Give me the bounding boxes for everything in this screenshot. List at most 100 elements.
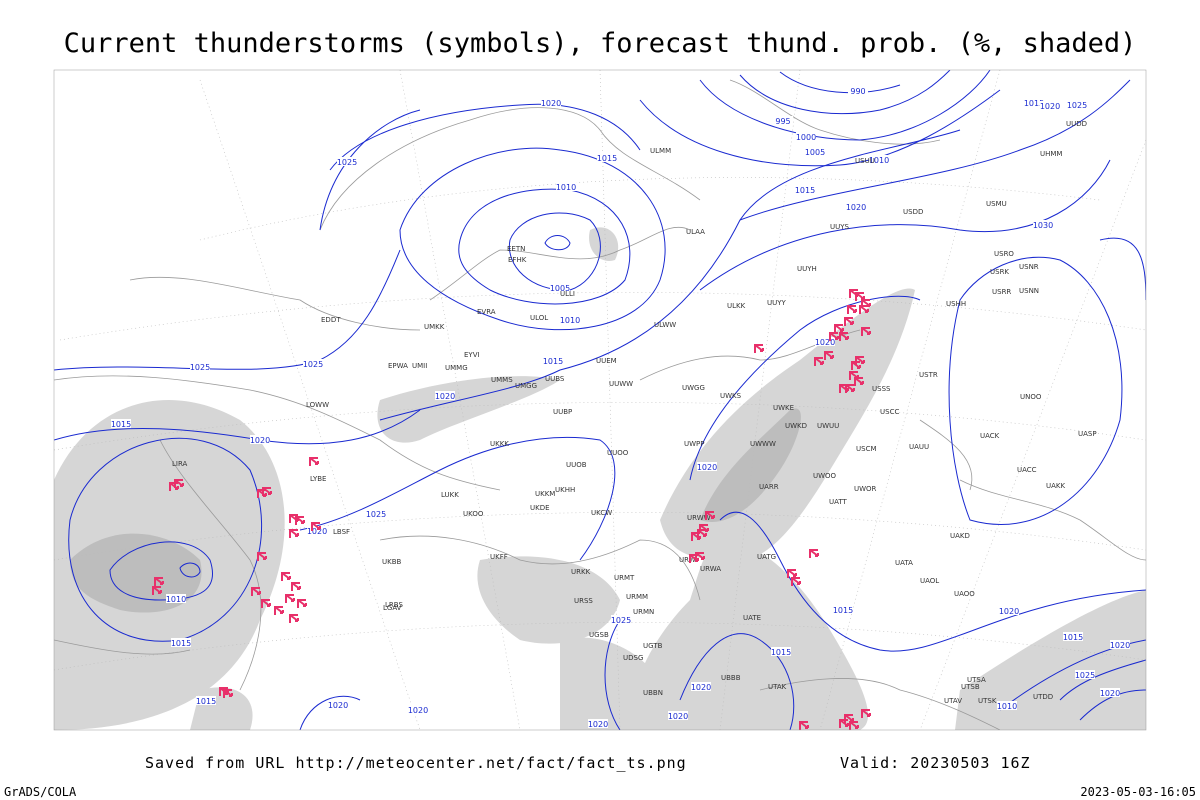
thunderstorm-symbol: [787, 569, 797, 578]
isobar-label-bg: [1110, 640, 1130, 649]
station-code: UTAV: [944, 697, 962, 705]
station-code: UAOL: [920, 577, 939, 585]
thunderstorm-symbol: [281, 572, 291, 581]
thunderstorm-symbol: [754, 344, 764, 353]
station-code: UASP: [1078, 430, 1097, 438]
station-code: UTSK: [978, 697, 997, 705]
thunderstorm-symbol: [844, 714, 854, 723]
station-code: URSS: [574, 597, 593, 605]
station-code: EVRA: [477, 308, 496, 316]
station-code: UUOO: [607, 449, 629, 457]
isobar-labels: 1020101510251010100510101015102010251025…: [111, 86, 1130, 729]
thunderstorm-symbol: [839, 384, 849, 393]
station-code: UAOO: [954, 590, 975, 598]
station-code: USMU: [986, 200, 1007, 208]
station-code: LGAV: [383, 604, 402, 612]
station-code: UUOB: [566, 461, 587, 469]
station-code: LYBE: [310, 475, 326, 483]
thunderstorm-symbol: [154, 577, 164, 586]
station-code: UKKM: [535, 490, 555, 498]
station-code: UKFF: [490, 553, 508, 561]
isobar-label-bg: [848, 86, 868, 95]
station-code: EDDT: [321, 316, 341, 324]
isobar-label: 1015: [795, 186, 815, 195]
isobar-label: 1020: [668, 712, 688, 721]
isobar-label-bg: [1067, 100, 1087, 109]
station-code: UATE: [743, 614, 761, 622]
isobar-label: 1010: [166, 595, 186, 604]
isobar-label-bg: [773, 116, 793, 125]
station-code: UACK: [980, 432, 1000, 440]
software-credit: GrADS/COLA: [4, 785, 77, 799]
isobar-label: 1015: [111, 420, 131, 429]
station-code: UMII: [412, 362, 427, 370]
station-code: UWWW: [750, 440, 776, 448]
station-code: UBBB: [721, 674, 741, 682]
isobar-label: 1020: [815, 338, 835, 347]
thunderstorm-symbol: [855, 356, 865, 365]
station-code: LIRA: [172, 460, 188, 468]
station-code: UMGG: [515, 382, 537, 390]
station-code: URWW: [687, 514, 711, 522]
isobar-label-bg: [196, 696, 216, 705]
station-code: UWKS: [720, 392, 742, 400]
isobar-label-bg: [337, 157, 357, 166]
isobar-label-bg: [997, 701, 1017, 710]
isobar-label-bg: [171, 638, 191, 647]
station-code: LBSF: [333, 528, 350, 536]
isobar-label: 1015: [543, 357, 563, 366]
isobar-label: 990: [850, 87, 865, 96]
thunderstorm-symbol: [698, 733, 706, 741]
thunderstorm-symbol: [689, 554, 699, 563]
isobar-label-bg: [190, 362, 210, 371]
thunderstorm-symbol: [855, 292, 865, 301]
station-code: UUYY: [767, 299, 787, 307]
station-code: UTDD: [1033, 693, 1053, 701]
isobar-label-bg: [435, 391, 455, 400]
isobar-label-bg: [697, 462, 717, 471]
isobar-label: 1025: [337, 158, 357, 167]
isobar-label-bg: [597, 153, 617, 162]
isobar-label: 1025: [303, 360, 323, 369]
isobar-label: 1010: [556, 183, 576, 192]
isobar-label-bg: [1075, 670, 1095, 679]
thunderstorm-symbol: [799, 721, 809, 730]
isobar-label: 1005: [550, 284, 570, 293]
isobar-label-bg: [869, 155, 889, 164]
station-code: UWOO: [813, 472, 837, 480]
station-code: UMMG: [445, 364, 468, 372]
station-code: USCM: [856, 445, 877, 453]
thunderstorm-symbol: [824, 351, 834, 360]
thunderstorm-symbol: [695, 552, 705, 561]
isobar-label-bg: [1063, 632, 1083, 641]
station-code: UDSG: [623, 654, 643, 662]
station-code: USRO: [994, 250, 1014, 258]
isobar-label-bg: [307, 526, 327, 535]
station-code: UKOO: [463, 510, 484, 518]
map-frame: [53, 69, 1147, 731]
station-labels: ULMM ULAA UUYS UUYH UUYY ULKK ULWW UUEM UUWW UWGG…: [172, 120, 1097, 705]
isobar-label: 1020: [435, 392, 455, 401]
thunderstorm-symbol: [854, 377, 864, 386]
isobar-label: 1000: [796, 133, 816, 142]
valid-time: Valid: 20230503 16Z: [840, 754, 1031, 772]
station-code: USRR: [992, 288, 1011, 296]
station-code: UUYS: [830, 223, 850, 231]
station-code: UUEM: [596, 357, 617, 365]
isobar-label: 1015: [833, 606, 853, 615]
station-code: UGTB: [643, 642, 663, 650]
isobar-label-bg: [846, 202, 866, 211]
station-code: USRK: [990, 268, 1009, 276]
station-code: UKCW: [591, 509, 612, 517]
station-code: ULWW: [654, 321, 676, 329]
thunderstorm-symbol: [849, 289, 859, 298]
station-code: UWKD: [785, 422, 807, 430]
isobar-label: 1020: [541, 99, 561, 108]
station-code: LOWW: [306, 401, 329, 409]
isobar-label: 1015: [1063, 633, 1083, 642]
isobar-label: 1020: [1100, 689, 1120, 698]
thunderstorm-symbol: [847, 305, 857, 314]
station-code: EYVI: [464, 351, 480, 359]
